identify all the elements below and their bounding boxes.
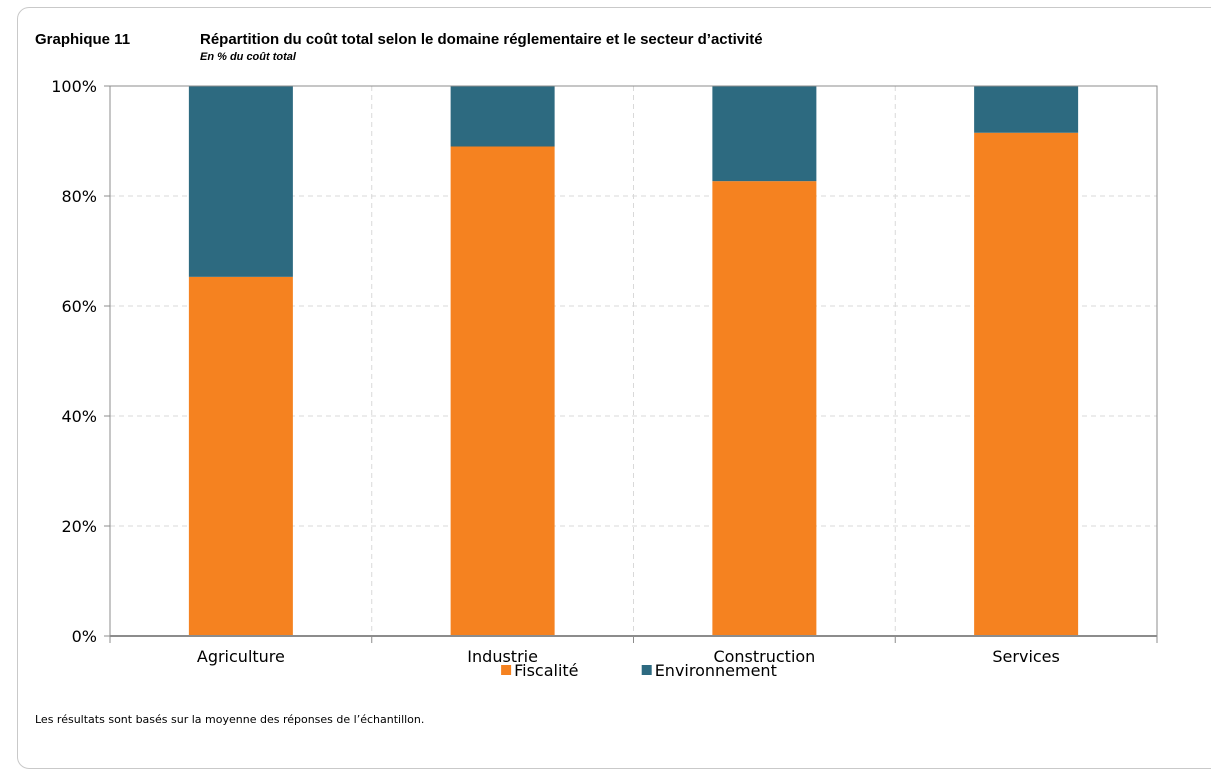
chart-number: Graphique 11 <box>35 31 131 48</box>
chart-subtitle: En % du coût total <box>200 51 296 63</box>
bar-fiscalité-services <box>974 132 1079 636</box>
y-tick-label: 0% <box>72 627 97 646</box>
bar-environnement-industrie <box>450 86 555 147</box>
footnote: Les résultats sont basés sur la moyenne … <box>35 713 425 726</box>
x-tick-label: Industrie <box>467 647 538 666</box>
legend-label: Environnement <box>655 661 777 680</box>
chart-title: Répartition du coût total selon le domai… <box>200 31 763 48</box>
bar-fiscalité-industrie <box>450 146 555 636</box>
x-tick-label: Construction <box>713 647 815 666</box>
bar-fiscalité-agriculture <box>188 276 293 636</box>
legend-swatch <box>641 665 652 675</box>
stacked-bar-chart: 0% 20% 40% 60% 80% 100% Agriculture Industrie Co… <box>51 77 1158 680</box>
legend-label: Fiscalité <box>514 661 578 680</box>
bar-environnement-services <box>974 86 1079 133</box>
legend-swatch <box>501 665 512 675</box>
bar-fiscalité-construction <box>712 181 817 636</box>
y-tick-label: 100% <box>51 77 97 96</box>
x-tick-label: Services <box>992 647 1059 666</box>
x-tick-label: Agriculture <box>197 647 285 666</box>
bar-environnement-construction <box>712 86 817 182</box>
y-tick-label: 20% <box>61 517 97 536</box>
bar-environnement-agriculture <box>188 86 293 277</box>
y-tick-label: 60% <box>61 297 97 316</box>
y-tick-label: 40% <box>61 407 97 426</box>
y-tick-label: 80% <box>61 187 97 206</box>
